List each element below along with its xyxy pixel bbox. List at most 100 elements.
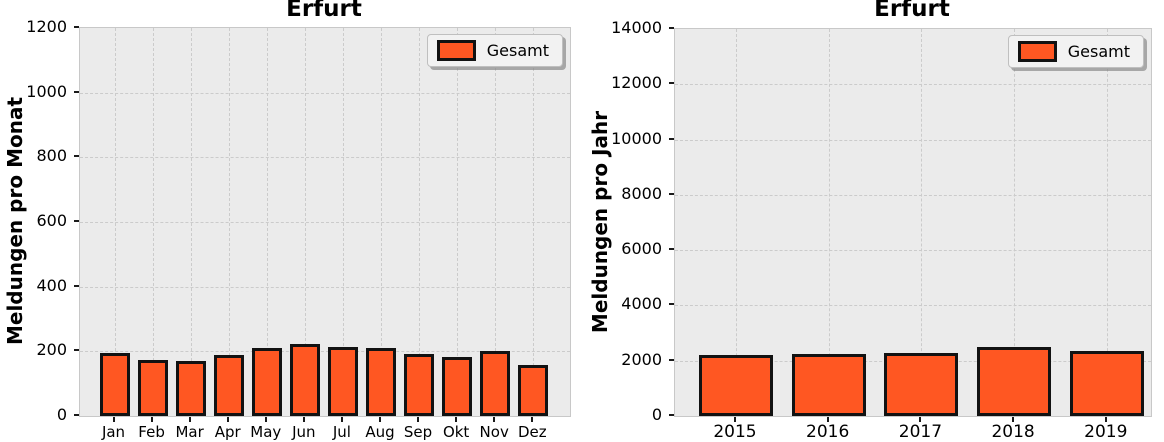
x-tick-mark [226,417,229,422]
x-tick-label: 2015 [713,422,757,442]
monthly-chart: Erfurt Meldungen pro Monat Gesamt 0 200 40… [3,0,571,441]
x-tick-mark [531,417,534,422]
x-tick-mark [264,417,267,422]
x-gridline [419,28,421,416]
bar-Aug [365,348,396,416]
bar-2019 [1069,350,1144,416]
legend: Gesamt [1007,35,1144,68]
bar-2016 [791,354,866,416]
x-tick-mark [919,417,922,422]
x-tick-mark [112,417,115,422]
plot-area: Gesamt [674,28,1152,417]
y-tick-mark [669,303,674,306]
x-tick-label: Okt [442,423,470,441]
x-tick-mark [826,417,829,422]
bar-Apr [213,354,244,416]
legend-swatch-icon [1017,41,1057,62]
y-gridline [675,139,1151,141]
y-gridline [80,157,570,159]
y-gridline [675,84,1151,86]
bar-2017 [884,353,959,416]
y-tick-mark [669,137,674,140]
y-tick-label: 1000 [26,81,67,101]
x-tick-mark [417,417,420,422]
y-tick-mark [669,248,674,251]
y-tick-mark [669,82,674,85]
plot-area: Gesamt [79,27,571,417]
x-tick-mark [455,417,458,422]
x-gridline [457,28,459,416]
x-gridline [190,28,192,416]
y-gridline [80,222,570,223]
y-tick-label: 8000 [621,183,662,203]
bar-Jun [289,343,320,416]
x-tick-mark [340,417,343,422]
x-gridline [342,28,344,416]
x-gridline [495,28,497,416]
x-tick-label: 2017 [898,422,943,442]
yearly-chart: Erfurt Meldungen pro Jahr Gesamt 0 2000 40… [582,0,1164,442]
x-tick-mark [1104,417,1107,422]
x-gridline [828,29,830,416]
y-tick-label: 2000 [621,349,662,369]
y-tick-label: 200 [36,340,67,360]
x-tick-mark [302,417,305,422]
bar-Feb [137,360,168,416]
x-tick-label: Jan [101,423,126,441]
x-gridline [533,28,535,416]
bar-Mar [175,361,206,416]
y-gridline [80,92,570,94]
x-tick-mark [1012,417,1015,422]
x-gridline [1106,29,1108,416]
bar-Jul [327,347,358,416]
x-gridline [1014,29,1016,416]
x-gridline [921,29,923,416]
x-gridline [266,28,268,416]
y-tick-mark [74,26,79,28]
x-tick-label: Mar [175,423,204,441]
y-tick-label: 12000 [611,73,662,93]
y-gridline [675,194,1151,196]
y-tick-mark [669,192,674,195]
x-tick-label: Aug [365,423,395,441]
legend-label: Gesamt [1067,42,1130,61]
x-tick-mark [188,417,191,422]
x-tick-mark [493,417,496,422]
bar-2018 [977,346,1052,416]
y-tick-label: 0 [56,405,67,424]
x-tick-label: Dez [517,423,547,441]
x-tick-label: 2016 [806,422,850,442]
bar-May [251,347,282,416]
x-tick-label: May [250,423,282,441]
legend-label: Gesamt [486,41,549,60]
y-tick-mark [74,284,79,287]
chart-title: Erfurt [286,0,362,22]
y-tick-mark [74,155,79,158]
y-tick-label: 14000 [611,18,662,37]
x-gridline [380,28,382,416]
x-tick-label: 2019 [1084,422,1128,442]
bar-2015 [699,355,773,416]
y-tick-label: 10000 [611,128,662,148]
x-tick-label: Apr [214,423,241,441]
x-tick-label: Jul [332,423,351,441]
x-gridline [114,28,116,416]
x-tick-mark [378,417,381,422]
y-tick-mark [74,414,79,416]
x-tick-label: 2018 [991,422,1035,442]
y-tick-mark [74,220,79,222]
y-gridline [80,286,570,288]
bar-Nov [480,351,511,416]
y-tick-label: 400 [36,275,67,295]
y-gridline [80,351,570,353]
bar-Jan [99,352,130,416]
x-gridline [152,28,154,416]
x-gridline [736,29,737,416]
x-tick-label: Jun [292,423,316,441]
y-gridline [675,305,1151,307]
x-tick-label: Feb [138,423,165,441]
legend-swatch-icon [436,40,476,61]
y-tick-label: 800 [36,146,67,166]
x-tick-label: Sep [403,423,433,441]
